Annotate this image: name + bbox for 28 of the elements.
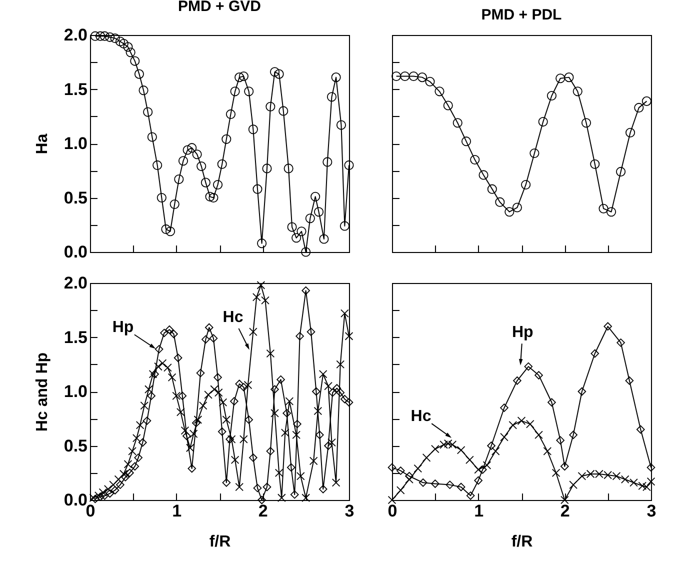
annotation: Hp — [112, 319, 134, 336]
x-tick-label: 0 — [86, 502, 96, 520]
x-tick-label: 2 — [258, 502, 268, 520]
y-tick-label: 1.5 — [64, 80, 88, 99]
y-axis-title: Ha — [34, 134, 51, 154]
y-tick-label: 0.5 — [64, 436, 88, 456]
y-tick-label: 2.0 — [64, 26, 88, 44]
y-tick-label: 1.0 — [64, 134, 88, 153]
x-tick-label: 3 — [646, 502, 656, 520]
y-tick-label: 0.5 — [64, 188, 88, 208]
annotation: Hc — [410, 408, 432, 425]
chart-title: PMD + PDL — [481, 6, 562, 24]
x-tick-label: 0 — [388, 502, 398, 520]
y-axis-title: Hc and Hp — [34, 352, 51, 432]
y-tick-label: 1.5 — [64, 328, 88, 347]
y-tick-label: 0.0 — [64, 242, 88, 262]
chart-title: PMD + GVD — [178, 0, 262, 15]
y-tick-label: 0.0 — [64, 490, 88, 510]
y-tick-label: 1.0 — [64, 382, 88, 401]
x-tick-label: 1 — [172, 502, 182, 520]
annotation: Hp — [512, 324, 534, 342]
annotation: Hc — [222, 309, 244, 326]
y-tick-label: 2.0 — [64, 274, 88, 292]
x-tick-label: 3 — [344, 502, 354, 520]
x-axis-title: f/R — [209, 534, 232, 550]
x-tick-label: 1 — [474, 502, 484, 520]
x-tick-label: 2 — [560, 502, 570, 520]
x-axis-title: f/R — [511, 534, 534, 550]
